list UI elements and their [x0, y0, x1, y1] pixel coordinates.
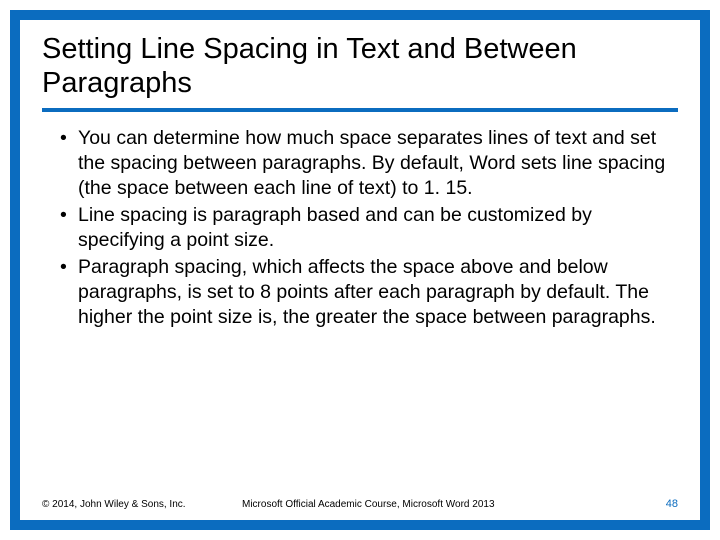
footer-course: Microsoft Official Academic Course, Micr… — [242, 499, 638, 510]
list-item: You can determine how much space separat… — [42, 126, 678, 201]
bullet-list: You can determine how much space separat… — [42, 126, 678, 498]
slide: Setting Line Spacing in Text and Between… — [0, 0, 720, 540]
list-item: Line spacing is paragraph based and can … — [42, 203, 678, 253]
slide-footer: © 2014, John Wiley & Sons, Inc. Microsof… — [42, 498, 678, 512]
content-frame: Setting Line Spacing in Text and Between… — [10, 10, 710, 530]
slide-title: Setting Line Spacing in Text and Between… — [42, 32, 678, 112]
footer-copyright: © 2014, John Wiley & Sons, Inc. — [42, 499, 242, 510]
footer-page-number: 48 — [638, 498, 678, 510]
slide-inner: Setting Line Spacing in Text and Between… — [20, 20, 700, 520]
list-item: Paragraph spacing, which affects the spa… — [42, 255, 678, 330]
